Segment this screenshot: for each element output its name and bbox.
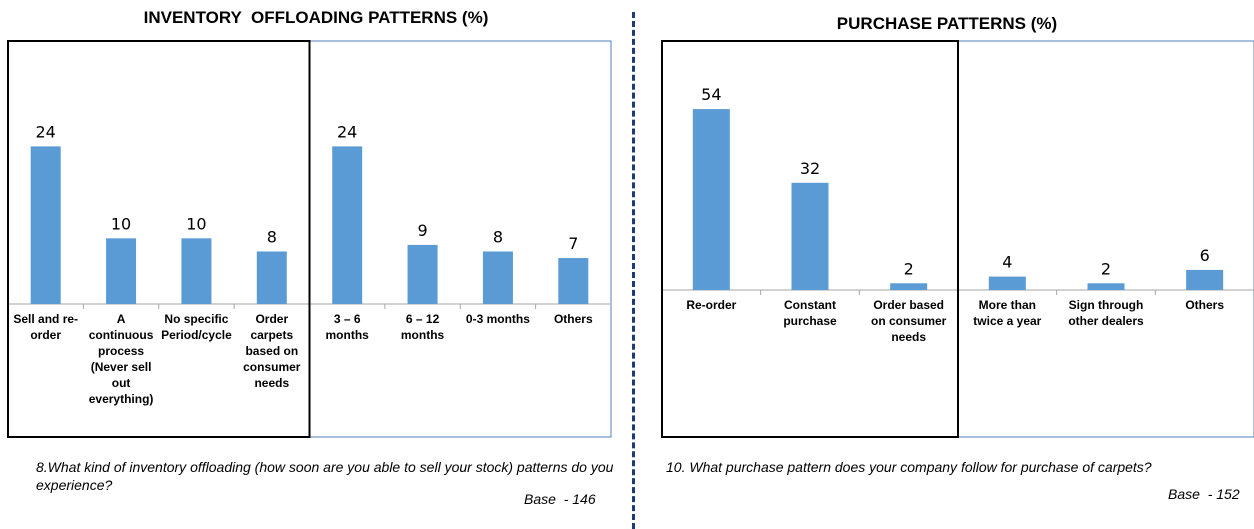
left-bar-0 bbox=[30, 146, 61, 304]
right-category-label-3-1: twice a year bbox=[973, 314, 1041, 328]
left-category-label-4-1: months bbox=[326, 328, 370, 342]
left-bar-2 bbox=[181, 238, 212, 304]
right-highlight-box bbox=[661, 40, 959, 438]
left-bar-6 bbox=[482, 251, 513, 304]
left-data-label-6: 8 bbox=[493, 227, 503, 246]
right-data-label-1: 32 bbox=[800, 159, 820, 178]
left-data-label-3: 8 bbox=[267, 227, 277, 246]
left-data-label-0: 24 bbox=[36, 122, 56, 141]
left-base-label: Base - 146 bbox=[524, 491, 596, 507]
panel-divider bbox=[632, 12, 635, 529]
left-data-label-4: 24 bbox=[337, 122, 357, 141]
right-category-label-5-0: Others bbox=[1185, 298, 1224, 312]
left-category-label-3-4: needs bbox=[254, 376, 289, 390]
right-bar-3 bbox=[988, 276, 1026, 290]
left-data-label-1: 10 bbox=[111, 214, 131, 233]
right-question-text: 10. What purchase pattern does your comp… bbox=[666, 459, 1152, 475]
left-chart-title: INVENTORY OFFLOADING PATTERNS (%) bbox=[143, 8, 489, 27]
left-category-label-5-0: 6 – 12 bbox=[406, 312, 440, 326]
left-category-label-1-3: (Never sell bbox=[91, 360, 152, 374]
right-bar-2 bbox=[890, 283, 928, 290]
left-category-label-3-2: based on bbox=[245, 344, 298, 358]
right-chart-title: PURCHASE PATTERNS (%) bbox=[836, 14, 1058, 33]
left-bar-3 bbox=[256, 251, 287, 304]
right-bar-4 bbox=[1087, 283, 1125, 290]
right-data-label-5: 6 bbox=[1200, 246, 1210, 265]
right-category-label-4-0: Sign through bbox=[1069, 298, 1144, 312]
right-category-label-2-2: needs bbox=[891, 330, 926, 344]
left-category-label-4-0: 3 – 6 bbox=[334, 312, 361, 326]
right-base-label: Base - 152 bbox=[1168, 486, 1240, 502]
left-category-label-0-1: order bbox=[30, 328, 61, 342]
right-data-label-0: 54 bbox=[701, 85, 721, 104]
left-category-label-1-2: process bbox=[98, 344, 144, 358]
left-question-text: 8.What kind of inventory offloading (how… bbox=[36, 459, 614, 493]
left-category-label-3-3: consumer bbox=[243, 360, 301, 374]
left-bar-4 bbox=[332, 146, 363, 304]
right-bar-0 bbox=[692, 109, 730, 290]
right-data-label-2: 2 bbox=[904, 259, 914, 278]
purchase-patterns-chart: 54 Re-order 32 Constant purchase 2 Order based… bbox=[661, 40, 1254, 438]
left-data-label-5: 9 bbox=[417, 221, 427, 240]
left-bar-5 bbox=[407, 244, 438, 304]
right-category-label-1-0: Constant bbox=[784, 298, 836, 312]
right-category-label-4-1: other dealers bbox=[1068, 314, 1144, 328]
right-bar-1 bbox=[791, 182, 829, 290]
left-category-label-2-1: Period/cycle bbox=[161, 328, 232, 342]
left-data-label-7: 7 bbox=[568, 234, 578, 253]
left-category-label-1-5: everything) bbox=[89, 392, 154, 406]
left-category-label-5-1: months bbox=[401, 328, 445, 342]
right-category-label-2-1: on consumer bbox=[871, 314, 947, 328]
left-category-label-3-0: Order bbox=[255, 312, 288, 326]
left-bar-1 bbox=[106, 238, 137, 304]
left-data-label-2: 10 bbox=[186, 214, 206, 233]
left-category-label-7-0: Others bbox=[554, 312, 593, 326]
left-bar-7 bbox=[558, 258, 589, 304]
left-category-label-6-0: 0-3 months bbox=[466, 312, 530, 326]
right-data-label-3: 4 bbox=[1002, 253, 1012, 272]
left-category-label-3-1: carpets bbox=[250, 328, 293, 342]
right-category-label-0-0: Re-order bbox=[686, 298, 736, 312]
left-category-label-1-4: out bbox=[112, 376, 131, 390]
right-bar-5 bbox=[1186, 269, 1224, 290]
right-data-label-4: 2 bbox=[1101, 259, 1111, 278]
right-category-label-3-0: More than bbox=[979, 298, 1036, 312]
left-category-label-1-1: continuous bbox=[89, 328, 154, 342]
left-category-label-2-0: No specific bbox=[164, 312, 228, 326]
right-category-label-2-0: Order based bbox=[873, 298, 944, 312]
left-highlight-box bbox=[7, 40, 311, 438]
right-category-label-1-1: purchase bbox=[783, 314, 837, 328]
left-category-label-1-0: A bbox=[117, 312, 126, 326]
left-category-label-0-0: Sell and re- bbox=[13, 312, 78, 326]
